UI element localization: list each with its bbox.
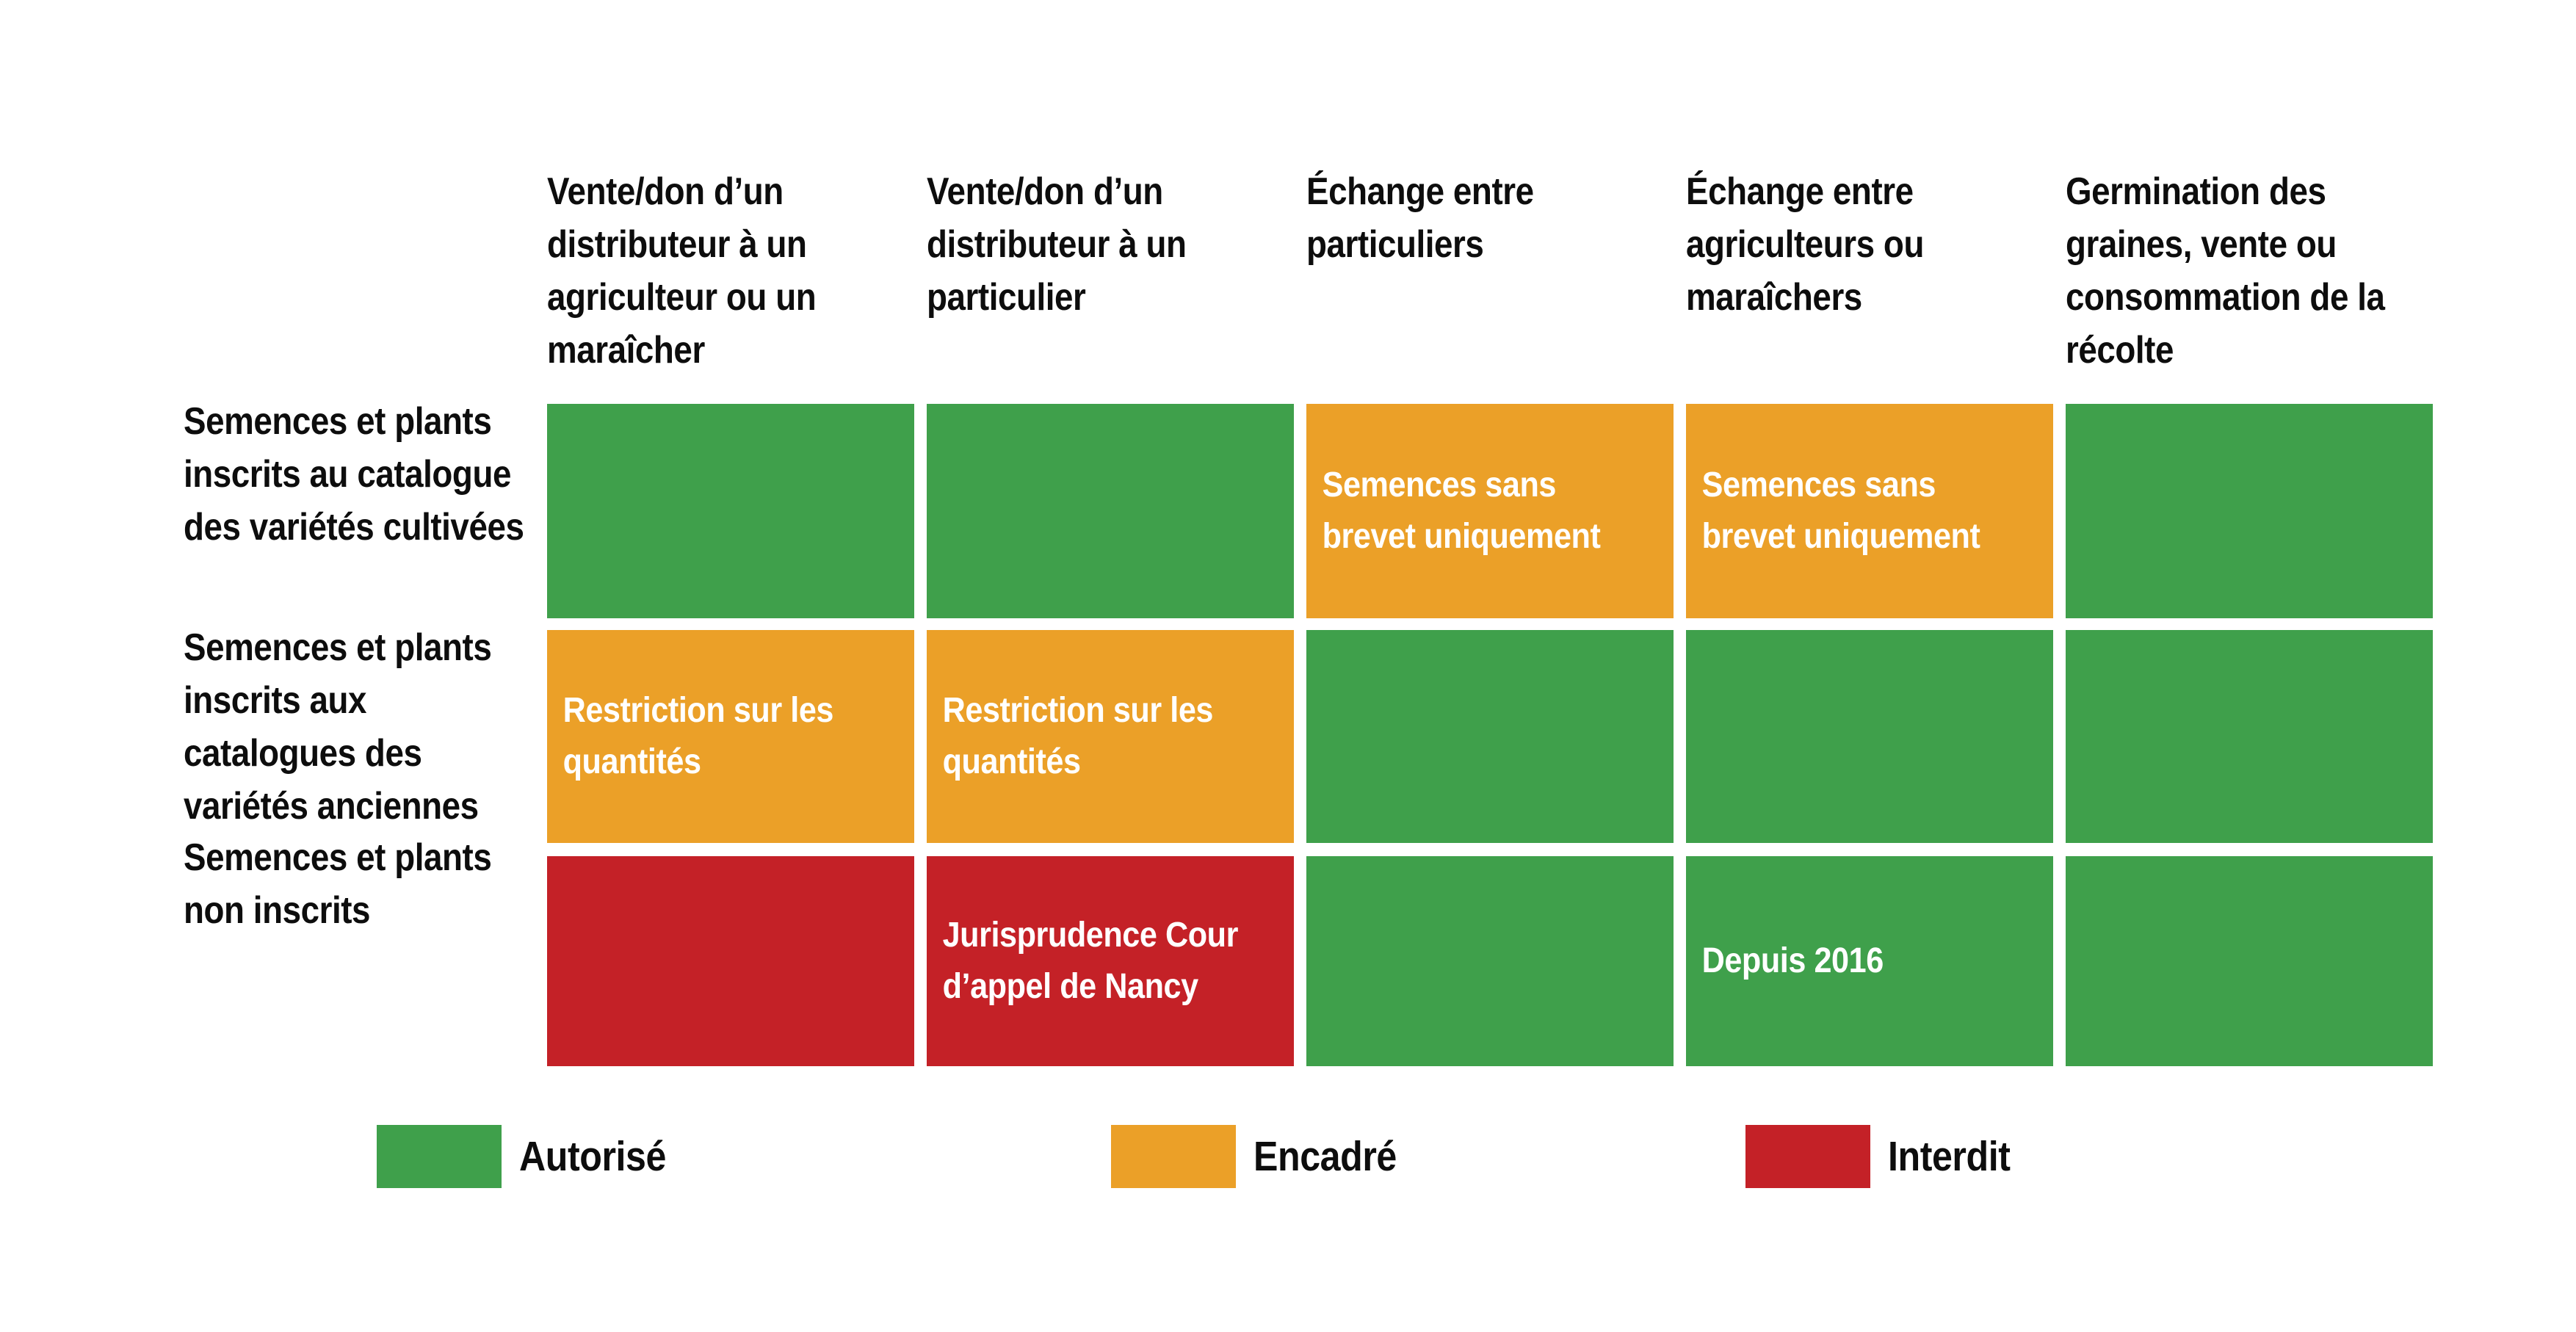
cell-r1-c4-encadre: Semences sans brevet uniquement bbox=[1686, 404, 2053, 618]
cell-note: Depuis 2016 bbox=[1701, 941, 1884, 980]
legend-swatch-orange bbox=[1111, 1125, 1236, 1188]
legend-swatch-red bbox=[1745, 1125, 1870, 1188]
cell-r2-c4-autorise bbox=[1686, 630, 2053, 843]
cell-r3-c3-autorise bbox=[1306, 856, 1674, 1066]
cell-r1-c5-autorise bbox=[2066, 404, 2433, 618]
cell-note: Semences sans brevet uniquement bbox=[1322, 466, 1601, 556]
column-header-echange-agriculteurs: Échange entre agriculteurs ou maraîchers bbox=[1686, 170, 1924, 319]
legend-label: Encadré bbox=[1253, 1133, 1397, 1180]
cell-r3-c2-interdit: Jurisprudence Cour d’appel de Nancy bbox=[927, 856, 1294, 1066]
cell-note: Semences sans brevet uniquement bbox=[1701, 466, 1980, 556]
cell-r2-c5-autorise bbox=[2066, 630, 2433, 843]
legend-item-encadre: Encadré bbox=[1111, 1125, 1416, 1188]
cell-r1-c2-autorise bbox=[927, 404, 1294, 618]
legend-item-autorise: Autorisé bbox=[377, 1125, 686, 1188]
cell-r3-c5-autorise bbox=[2066, 856, 2433, 1066]
cell-r2-c2-encadre: Restriction sur les quantités bbox=[927, 630, 1294, 843]
legend-label: Autorisé bbox=[519, 1133, 666, 1180]
cell-note: Restriction sur les quantités bbox=[942, 691, 1214, 781]
cell-r1-c1-autorise bbox=[547, 404, 914, 618]
column-header-vente-don-agriculteur: Vente/don d’un distributeur à un agricul… bbox=[547, 170, 817, 372]
column-header-echange-particuliers: Échange entre particuliers bbox=[1306, 170, 1534, 266]
row-header-varietes-cultivees: Semences et plants inscrits au catalogue… bbox=[184, 400, 524, 549]
cell-note: Restriction sur les quantités bbox=[562, 691, 834, 781]
cell-r1-c3-encadre: Semences sans brevet uniquement bbox=[1306, 404, 1674, 618]
legend-item-interdit: Interdit bbox=[1745, 1125, 2027, 1188]
cell-r2-c1-encadre: Restriction sur les quantités bbox=[547, 630, 914, 843]
cell-r2-c3-autorise bbox=[1306, 630, 1674, 843]
column-header-germination: Germination des graines, vente ou consom… bbox=[2066, 170, 2385, 372]
row-header-non-inscrits: Semences et plants non inscrits bbox=[184, 836, 492, 932]
column-header-vente-don-particulier: Vente/don d’un distributeur à un particu… bbox=[927, 170, 1187, 319]
legend-label: Interdit bbox=[1888, 1133, 2011, 1180]
cell-r3-c1-interdit bbox=[547, 856, 914, 1066]
legend-swatch-green bbox=[377, 1125, 502, 1188]
cell-note: Jurisprudence Cour d’appel de Nancy bbox=[942, 916, 1239, 1006]
cell-r3-c4-autorise: Depuis 2016 bbox=[1686, 856, 2053, 1066]
row-header-varietes-anciennes: Semences et plants inscrits aux catalogu… bbox=[184, 626, 492, 828]
